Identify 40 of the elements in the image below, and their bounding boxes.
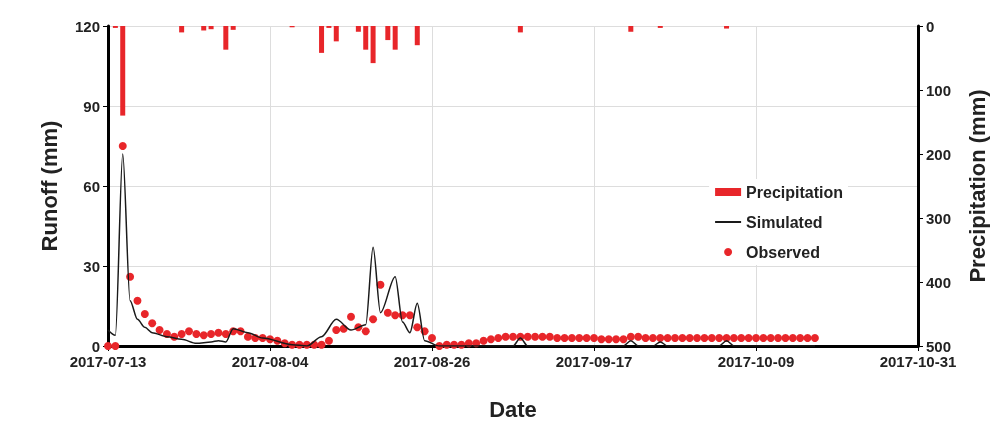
legend-label: Precipitation [746,183,843,201]
y2-tick-label: 200 [926,145,952,163]
y2-tick-label: 400 [926,273,952,291]
y2-tick-label: 300 [926,209,952,227]
legend-label: Observed [746,243,820,261]
y-tick-label: 0 [91,337,100,355]
bar [333,26,339,42]
y-tick-label: 30 [83,257,100,275]
x-tick-label: 2017-09-17 [555,353,633,370]
x-tick-label: 2017-08-26 [393,353,471,370]
bar [208,26,214,30]
y-tick-label: 120 [74,17,100,35]
y-axis-title: Runoff (mm) [36,120,62,252]
x-tick-label: 2017-10-31 [879,353,957,370]
y-tick-label: 60 [83,177,100,195]
y-tick-label: 90 [83,97,100,115]
bar [517,26,523,33]
x-tick-label: 2017-10-09 [717,353,795,370]
bar [363,26,369,50]
x-tick-label: 2017-07-13 [69,353,147,370]
bar [628,26,634,32]
x-tick-label: 2017-08-04 [231,353,310,370]
y2-tick-label: 500 [926,337,952,355]
bar [179,26,185,33]
bar [370,26,376,64]
y2-tick-label: 100 [926,81,952,99]
y2-tick-label: 0 [926,17,935,35]
bar [201,26,207,31]
legend-label: Simulated [746,213,823,231]
bar [392,26,398,50]
bar [223,26,229,50]
bar [355,26,361,32]
bar [724,26,730,29]
x-axis-title: Date [489,396,537,422]
bar [385,26,391,41]
bar [414,26,420,46]
bar [120,26,126,116]
y2-axis-title: Precipitation (mm) [964,89,990,283]
bar [230,26,236,30]
bar [319,26,325,53]
